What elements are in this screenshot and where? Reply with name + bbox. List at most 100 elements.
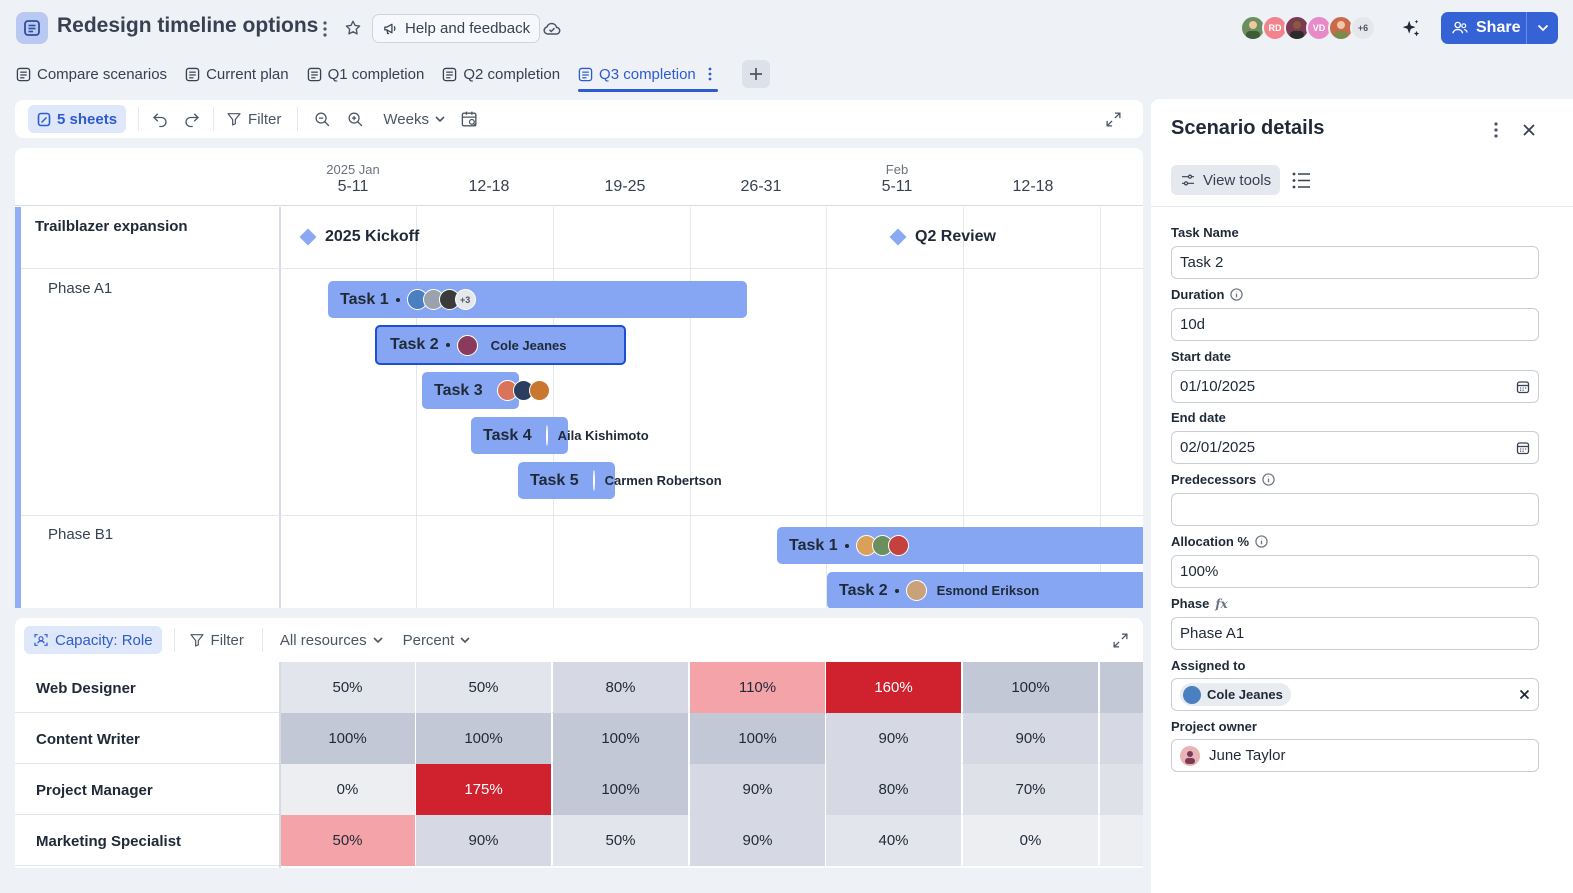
capacity-cell[interactable]: 90% xyxy=(690,815,826,866)
capacity-cell[interactable]: 0% xyxy=(280,764,416,815)
task-bar[interactable]: Task 4 Aila Kishimoto xyxy=(471,417,649,454)
capacity-cell[interactable]: 90% xyxy=(690,764,826,815)
capacity-filter-button[interactable]: Filter xyxy=(189,632,244,649)
tab-q2-completion[interactable]: Q2 completion xyxy=(442,58,560,90)
task-assignee-avatars xyxy=(496,380,550,401)
add-sheet-button[interactable] xyxy=(741,60,770,88)
start-date-field[interactable]: 01/10/2025 xyxy=(1171,370,1539,403)
end-date-field[interactable]: 02/01/2025 xyxy=(1171,431,1539,464)
phase-name[interactable]: Phase A1 xyxy=(48,280,113,297)
unit-dropdown[interactable]: Percent xyxy=(403,632,471,649)
undo-icon[interactable] xyxy=(151,110,169,128)
capacity-cell[interactable]: 175% xyxy=(416,764,552,815)
list-view-icon[interactable] xyxy=(1290,169,1312,191)
task-bar[interactable]: Task 1 xyxy=(777,527,1143,564)
capacity-cell[interactable]: 100% xyxy=(553,764,689,815)
task-bar[interactable]: Task 5 Carmen Robertson xyxy=(518,462,722,499)
duration-field[interactable]: 10d xyxy=(1171,308,1539,341)
avatar[interactable]: RD xyxy=(1262,15,1288,41)
panel-more-icon[interactable] xyxy=(1488,120,1504,140)
tab-more-icon[interactable] xyxy=(708,67,712,81)
task-bar[interactable]: Task 3 xyxy=(422,372,550,409)
capacity-cell[interactable] xyxy=(1100,764,1143,815)
star-icon[interactable] xyxy=(343,18,363,38)
capacity-cell[interactable]: 0% xyxy=(963,815,1099,866)
milestone[interactable]: Q2 Review xyxy=(889,228,996,246)
share-button[interactable]: Share xyxy=(1441,12,1558,44)
calendar-search-icon[interactable] xyxy=(460,110,479,129)
avatar[interactable]: VD xyxy=(1306,15,1332,41)
phase-field[interactable]: Phase A1 xyxy=(1171,617,1539,650)
capacity-cell[interactable]: 40% xyxy=(826,815,962,866)
time-scale-dropdown[interactable]: Weeks xyxy=(383,111,445,128)
allocation-field[interactable]: 100% xyxy=(1171,555,1539,588)
capacity-cell[interactable]: 90% xyxy=(963,713,1099,764)
sheets-button[interactable]: 5 sheets xyxy=(28,105,127,133)
avatar[interactable] xyxy=(1240,15,1266,41)
capacity-cell[interactable]: 100% xyxy=(690,713,826,764)
capacity-cell[interactable] xyxy=(1100,713,1143,764)
capacity-cell[interactable]: 50% xyxy=(280,815,416,866)
capacity-cell[interactable]: 50% xyxy=(416,662,552,713)
view-tools-button[interactable]: View tools xyxy=(1171,165,1281,195)
assignee-chip[interactable]: Cole Jeanes xyxy=(1180,683,1291,706)
tab-q3-completion[interactable]: Q3 completion xyxy=(578,58,718,92)
timeline-toolbar: 5 sheets Filter Weeks xyxy=(15,100,1143,138)
more-options-icon[interactable] xyxy=(315,19,335,39)
help-feedback-button[interactable]: Help and feedback xyxy=(372,14,541,43)
capacity-cell[interactable]: 80% xyxy=(553,662,689,713)
capacity-cell[interactable] xyxy=(1100,662,1143,713)
tab-compare-scenarios[interactable]: Compare scenarios xyxy=(16,58,167,90)
task-bar-selected[interactable]: Task 2 Cole Jeanes xyxy=(375,325,626,365)
collaborator-avatars[interactable]: RD VD +6 xyxy=(1240,15,1376,41)
document-title[interactable]: Redesign timeline options xyxy=(57,14,319,37)
tab-current-plan[interactable]: Current plan xyxy=(185,58,289,90)
predecessors-field[interactable] xyxy=(1171,493,1539,526)
capacity-cell[interactable]: 50% xyxy=(553,815,689,866)
close-icon[interactable] xyxy=(1519,120,1539,140)
expand-icon[interactable] xyxy=(1105,111,1122,128)
capacity-cell[interactable]: 100% xyxy=(963,662,1099,713)
filter-button[interactable]: Filter xyxy=(226,111,281,128)
capacity-cell[interactable]: 100% xyxy=(553,713,689,764)
milestone[interactable]: 2025 Kickoff xyxy=(299,228,419,246)
project-owner-field[interactable]: June Taylor xyxy=(1171,739,1539,772)
task-name-field[interactable]: Task 2 xyxy=(1171,246,1539,279)
ai-sparkle-icon[interactable] xyxy=(1400,18,1422,40)
capacity-cell[interactable]: 100% xyxy=(416,713,552,764)
zoom-in-icon[interactable] xyxy=(347,111,364,128)
share-options-chevron-icon[interactable] xyxy=(1527,24,1558,32)
zoom-out-icon[interactable] xyxy=(314,111,331,128)
capacity-cell[interactable]: 100% xyxy=(280,713,416,764)
chevron-down-icon xyxy=(460,636,470,644)
capacity-cell[interactable]: 90% xyxy=(826,713,962,764)
clear-icon[interactable] xyxy=(1519,689,1530,700)
calendar-icon[interactable] xyxy=(1516,441,1530,455)
redo-icon[interactable] xyxy=(183,110,201,128)
filter-icon xyxy=(189,632,205,648)
capacity-cell[interactable]: 70% xyxy=(963,764,1099,815)
avatar xyxy=(456,334,478,356)
task-bar[interactable]: Task 1 +3 xyxy=(328,281,747,318)
cloud-saved-icon[interactable] xyxy=(541,18,563,40)
capacity-cell[interactable]: 90% xyxy=(416,815,552,866)
capacity-cell[interactable]: 110% xyxy=(690,662,826,713)
assigned-to-field[interactable]: Cole Jeanes xyxy=(1171,678,1539,711)
capacity-view-button[interactable]: Capacity: Role xyxy=(24,626,162,654)
calendar-icon[interactable] xyxy=(1516,380,1530,394)
info-icon[interactable] xyxy=(1230,288,1244,301)
expand-icon[interactable] xyxy=(1112,632,1129,649)
tab-q1-completion[interactable]: Q1 completion xyxy=(307,58,424,90)
chevron-down-icon xyxy=(373,636,383,644)
info-icon[interactable] xyxy=(1255,535,1268,548)
resources-dropdown[interactable]: All resources xyxy=(280,632,383,649)
info-icon[interactable] xyxy=(1262,473,1275,486)
capacity-cell[interactable] xyxy=(1100,815,1143,866)
capacity-cell[interactable]: 80% xyxy=(826,764,962,815)
phase-name[interactable]: Phase B1 xyxy=(48,526,114,543)
project-name[interactable]: Trailblazer expansion xyxy=(35,218,188,235)
capacity-cell[interactable]: 50% xyxy=(280,662,416,713)
task-bar[interactable]: Task 2 Esmond Erikson xyxy=(827,572,1143,608)
capacity-cell[interactable]: 160% xyxy=(826,662,962,713)
avatar-overflow-count[interactable]: +6 xyxy=(1350,15,1376,41)
